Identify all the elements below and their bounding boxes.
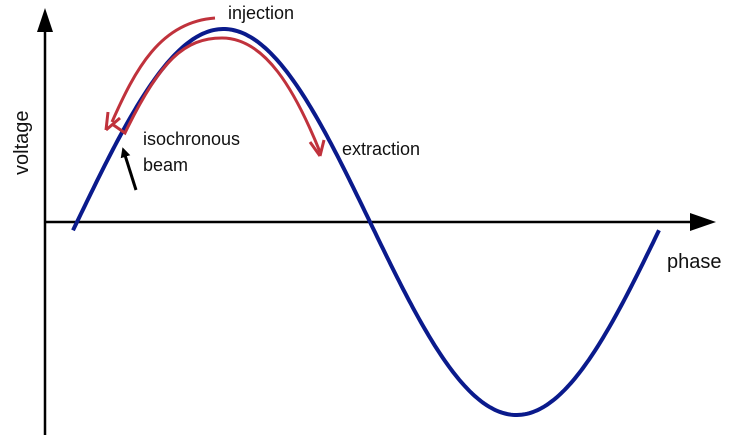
y-axis-label: voltage xyxy=(11,111,33,176)
y-axis-arrow xyxy=(37,8,53,32)
x-axis-label: phase xyxy=(667,251,722,273)
isochronous-label: isochronous xyxy=(143,129,240,149)
x-axis-arrow xyxy=(690,213,716,231)
beam-pointer xyxy=(120,147,138,191)
extraction-label: extraction xyxy=(342,139,420,159)
extraction-path xyxy=(111,36,322,153)
injection-label: injection xyxy=(228,3,294,23)
injection-path xyxy=(110,16,216,123)
beam-label: beam xyxy=(143,155,188,175)
extraction-arrowhead xyxy=(308,139,326,157)
